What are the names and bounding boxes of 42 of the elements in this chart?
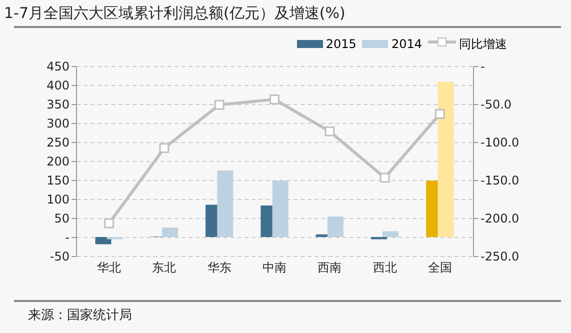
x-tick-label: 西南 [318, 260, 342, 274]
x-tick-label: 华东 [207, 260, 232, 274]
bar [438, 82, 454, 237]
bar [217, 170, 234, 237]
point [434, 108, 445, 119]
x-tick-label: 全国 [428, 260, 452, 274]
legend-label: 2015 [326, 36, 356, 50]
chart-title: 1-7月全国六大区域累计利润总额(亿元）及增速(%) [4, 4, 346, 23]
bar [382, 231, 399, 237]
legend-label: 2014 [391, 36, 422, 50]
point [270, 94, 280, 104]
y-tick-label: 350 [46, 98, 70, 112]
y2-tick-label: - [480, 60, 485, 74]
y-tick-label: 100 [46, 192, 70, 206]
y-tick-label: -50 [50, 250, 70, 264]
y-tick-label: 250 [46, 136, 70, 150]
y-tick-label: 150 [46, 174, 70, 188]
y2-tick-label: -100.0 [480, 136, 520, 150]
y-tick-label: 50 [54, 212, 70, 226]
x-tick-label: 中南 [262, 260, 286, 274]
y-tick-label: - [65, 230, 70, 244]
y-tick-label: 200 [46, 154, 70, 168]
bar [272, 180, 288, 237]
point [104, 218, 114, 228]
point [159, 143, 170, 154]
legend-label: 同比增速 [459, 36, 507, 50]
x-tick-label: 西北 [372, 260, 397, 274]
point [380, 172, 390, 183]
point [214, 100, 224, 110]
y-tick-label: 400 [46, 78, 70, 92]
y2-tick-label: -250.0 [480, 250, 520, 264]
y2-tick-label: -50.0 [480, 98, 512, 112]
point [324, 126, 335, 136]
y-tick-label: 450 [46, 60, 70, 74]
y2-tick-label: -200.0 [480, 212, 520, 226]
x-tick-label: 东北 [152, 260, 176, 274]
bar [162, 228, 178, 237]
y2-tick-label: -150.0 [480, 174, 520, 188]
x-tick-label: 华北 [97, 260, 122, 274]
source-note: 来源：国家统计局 [28, 307, 132, 324]
y-tick-label: 300 [46, 116, 70, 130]
bar [327, 216, 344, 237]
